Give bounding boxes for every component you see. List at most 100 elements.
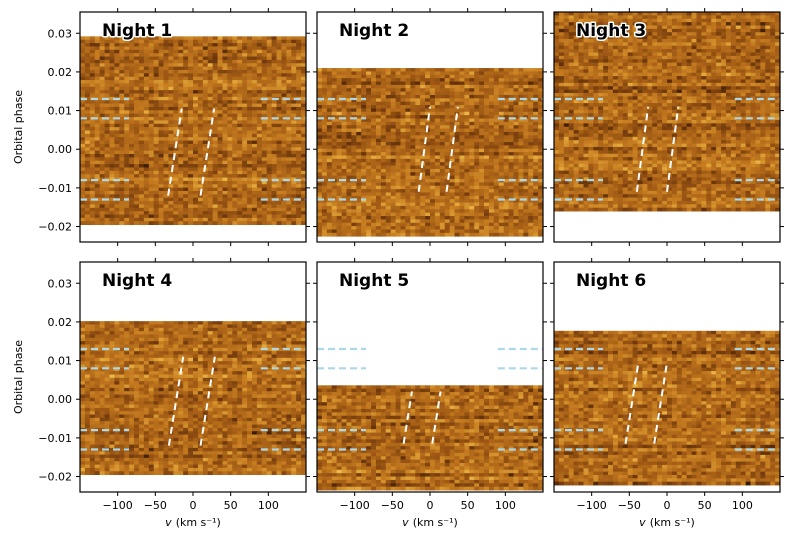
heatmap-cell [366,71,372,76]
heatmap-cell [405,88,411,92]
heatmap-cell [129,93,135,98]
heatmap-cell [212,147,218,152]
heatmap-cell [251,49,258,54]
heatmap-cell [484,91,490,96]
heatmap-cell [415,131,421,136]
heatmap-cell [109,177,115,182]
heatmap-cell [212,184,218,189]
heatmap-cell [143,56,150,61]
heatmap-cell [178,46,184,51]
heatmap-cell [158,117,164,121]
heatmap-cell [271,86,277,91]
heatmap-cell [331,91,338,96]
heatmap-cell [371,138,377,143]
heatmap-cell [217,147,223,152]
heatmap-cell [425,195,431,200]
heatmap-cell [400,152,406,156]
heatmap-cell [296,211,302,215]
heatmap-cell [479,78,485,82]
heatmap-cell [247,194,253,199]
heatmap-cell [331,115,338,119]
heatmap-cell [148,117,155,121]
heatmap-cell [261,164,268,168]
heatmap-cell [326,155,333,160]
heatmap-cell [202,90,209,94]
heatmap-cell [173,211,179,215]
heatmap-cell [104,66,110,71]
heatmap-cell [178,157,184,162]
heatmap-cell [523,145,529,150]
heatmap-cell [217,39,223,44]
heatmap-cell [84,154,91,158]
heatmap-cell [434,78,441,82]
heatmap-cell [94,214,101,219]
heatmap-cell [266,83,273,88]
heatmap-cell [538,74,543,79]
heatmap-cell [119,150,125,155]
heatmap-cell [336,182,342,187]
heatmap-cell [193,143,199,148]
heatmap-cell [207,117,214,121]
heatmap-cell [237,100,243,104]
heatmap-cell [479,94,485,99]
heatmap-cell [464,121,470,126]
heatmap-cell [434,189,441,193]
heatmap-cell [410,165,416,170]
heatmap-cell [523,195,529,200]
heatmap-cell [444,152,451,156]
heatmap-cell [143,204,150,209]
heatmap-cell [207,154,214,158]
heatmap-cell [119,127,125,131]
heatmap-cell [119,80,125,84]
heatmap-cell [430,121,436,126]
heatmap-cell [168,201,174,205]
heatmap-cell [104,103,110,108]
heatmap-cell [104,170,110,175]
heatmap-cell [99,93,105,98]
heatmap-cell [361,108,367,113]
heatmap-cell [94,140,101,145]
heatmap-cell [439,202,446,207]
heatmap-cell [474,94,480,99]
heatmap-cell [341,115,347,119]
heatmap-cell [558,12,565,16]
heatmap-cell [420,138,426,143]
heatmap-cell [420,172,426,177]
heatmap-cell [469,108,475,113]
heatmap-cell [202,207,209,212]
heatmap-cell [227,43,233,47]
heatmap-cell [296,190,302,195]
heatmap-cell [251,197,258,202]
heatmap-cell [346,81,352,86]
heatmap-cell [503,118,510,123]
heatmap-cell [390,111,397,116]
heatmap-cell [341,229,347,234]
heatmap-cell [212,66,218,71]
heatmap-cell [356,199,362,203]
heatmap-cell [459,199,465,203]
heatmap-cell [271,43,277,47]
heatmap-cell [271,73,277,78]
heatmap-cell [444,229,451,234]
heatmap-cell [346,199,352,203]
heatmap-cell [538,199,543,203]
heatmap-cell [99,137,105,141]
heatmap-cell [326,125,333,129]
heatmap-cell [538,128,543,133]
heatmap-cell [134,160,140,165]
heatmap-cell [193,73,199,78]
heatmap-cell [256,160,263,165]
heatmap-cell [474,189,480,193]
heatmap-cell [193,217,199,222]
heatmap-cell [375,131,382,136]
heatmap-cell [493,108,500,113]
heatmap-cell [459,108,465,113]
heatmap-cell [143,110,150,115]
heatmap-cell [251,63,258,68]
heatmap-cell [183,130,189,135]
heatmap-cell [276,103,282,108]
heatmap-cell [237,93,243,98]
heatmap-cell [271,154,277,158]
heatmap-cell [317,128,323,133]
heatmap-cell [503,115,510,119]
